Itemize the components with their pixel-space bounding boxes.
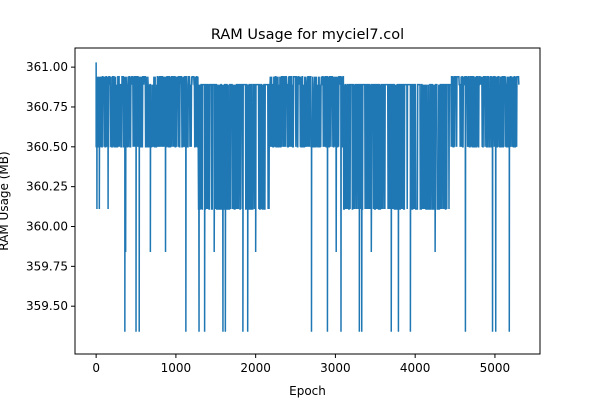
y-tick-label: 360.75 [26, 100, 68, 114]
y-tick-label: 360.00 [26, 220, 68, 234]
y-axis: 359.50 359.75 360.00 360.25 360.50 360.75 361.… [26, 60, 75, 313]
plot-area [95, 62, 520, 332]
x-axis-label: Epoch [289, 384, 326, 398]
x-tick-label: 1000 [161, 361, 192, 375]
x-tick-label: 5000 [480, 361, 511, 375]
x-axis: 0 1000 2000 3000 4000 5000 [92, 354, 510, 375]
x-tick-label: 3000 [320, 361, 351, 375]
x-tick-label: 2000 [240, 361, 271, 375]
chart-title: RAM Usage for myciel7.col [211, 27, 404, 43]
x-tick-label: 0 [92, 361, 100, 375]
y-tick-label: 359.50 [26, 299, 68, 313]
y-tick-label: 360.25 [26, 180, 68, 194]
y-tick-label: 359.75 [26, 259, 68, 273]
y-tick-label: 360.50 [26, 140, 68, 154]
axes-frame [74, 47, 541, 355]
y-tick-label: 361.00 [26, 60, 68, 74]
ram-usage-series-line [95, 62, 520, 332]
x-tick-label: 4000 [400, 361, 431, 375]
y-axis-label: RAM Usage (MB) [0, 151, 11, 250]
